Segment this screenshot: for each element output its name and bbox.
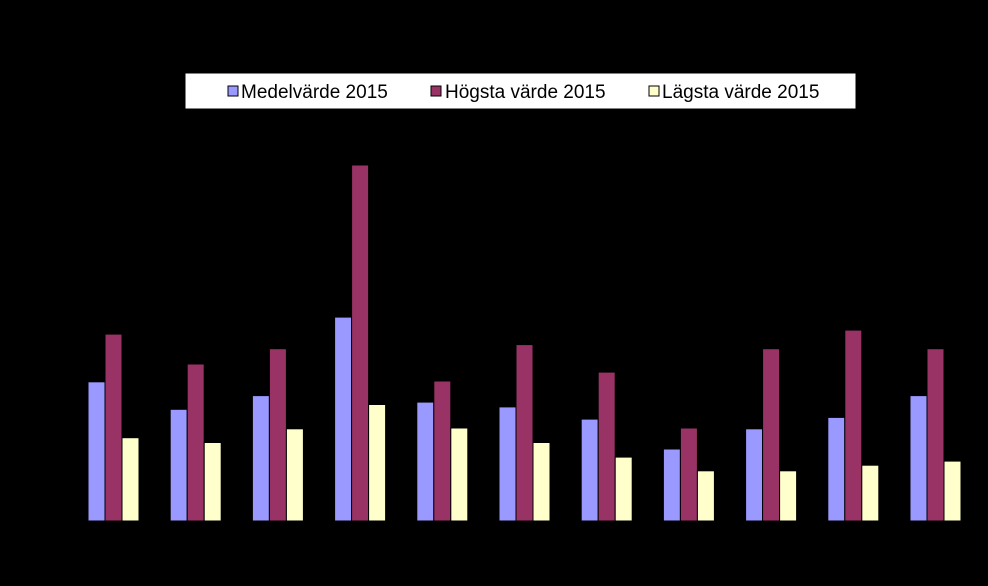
bar-mean-1 <box>87 381 106 522</box>
bar-max-7 <box>597 371 616 522</box>
bar-mean-2 <box>169 408 188 522</box>
bar-max-2 <box>186 363 205 522</box>
bar-mean-5 <box>416 401 435 522</box>
legend-box <box>184 72 857 110</box>
bar-min-4 <box>368 404 387 522</box>
bar-max-6 <box>515 344 534 522</box>
bar-min-2 <box>203 442 222 522</box>
legend-label-max: Högsta värde 2015 <box>445 82 606 103</box>
bar-max-3 <box>268 348 287 522</box>
bar-min-1 <box>121 437 140 522</box>
bar-mean-11 <box>909 395 928 522</box>
legend-swatch-min <box>648 85 660 97</box>
legend-swatch-max <box>430 85 442 97</box>
bar-min-9 <box>779 470 798 522</box>
bar-min-8 <box>696 470 715 522</box>
legend-swatch-mean <box>227 85 239 97</box>
bar-min-3 <box>285 428 304 522</box>
bar-mean-7 <box>580 418 599 522</box>
bar-max-11 <box>926 348 945 522</box>
bar-max-8 <box>679 427 698 522</box>
bar-mean-10 <box>827 416 846 522</box>
bar-min-5 <box>450 427 469 522</box>
bar-min-11 <box>943 460 962 522</box>
bar-min-7 <box>614 456 633 522</box>
legend-label-min: Lägsta värde 2015 <box>662 82 819 103</box>
bar-max-1 <box>104 333 123 522</box>
bar-mean-8 <box>662 448 681 522</box>
bar-mean-6 <box>498 406 517 522</box>
bar-mean-9 <box>745 428 764 522</box>
bars-group <box>87 164 962 522</box>
legend-label-mean: Medelvärde 2015 <box>241 82 388 103</box>
legend: Medelvärde 2015 Högsta värde 2015 Lägsta… <box>184 72 857 110</box>
bar-max-5 <box>433 380 452 522</box>
bar-max-4 <box>351 164 370 522</box>
bar-mean-3 <box>251 395 270 522</box>
bar-max-9 <box>762 348 781 522</box>
bar-min-10 <box>861 464 880 522</box>
bar-min-6 <box>532 442 551 522</box>
bar-mean-4 <box>334 316 353 522</box>
bar-max-10 <box>844 329 863 522</box>
